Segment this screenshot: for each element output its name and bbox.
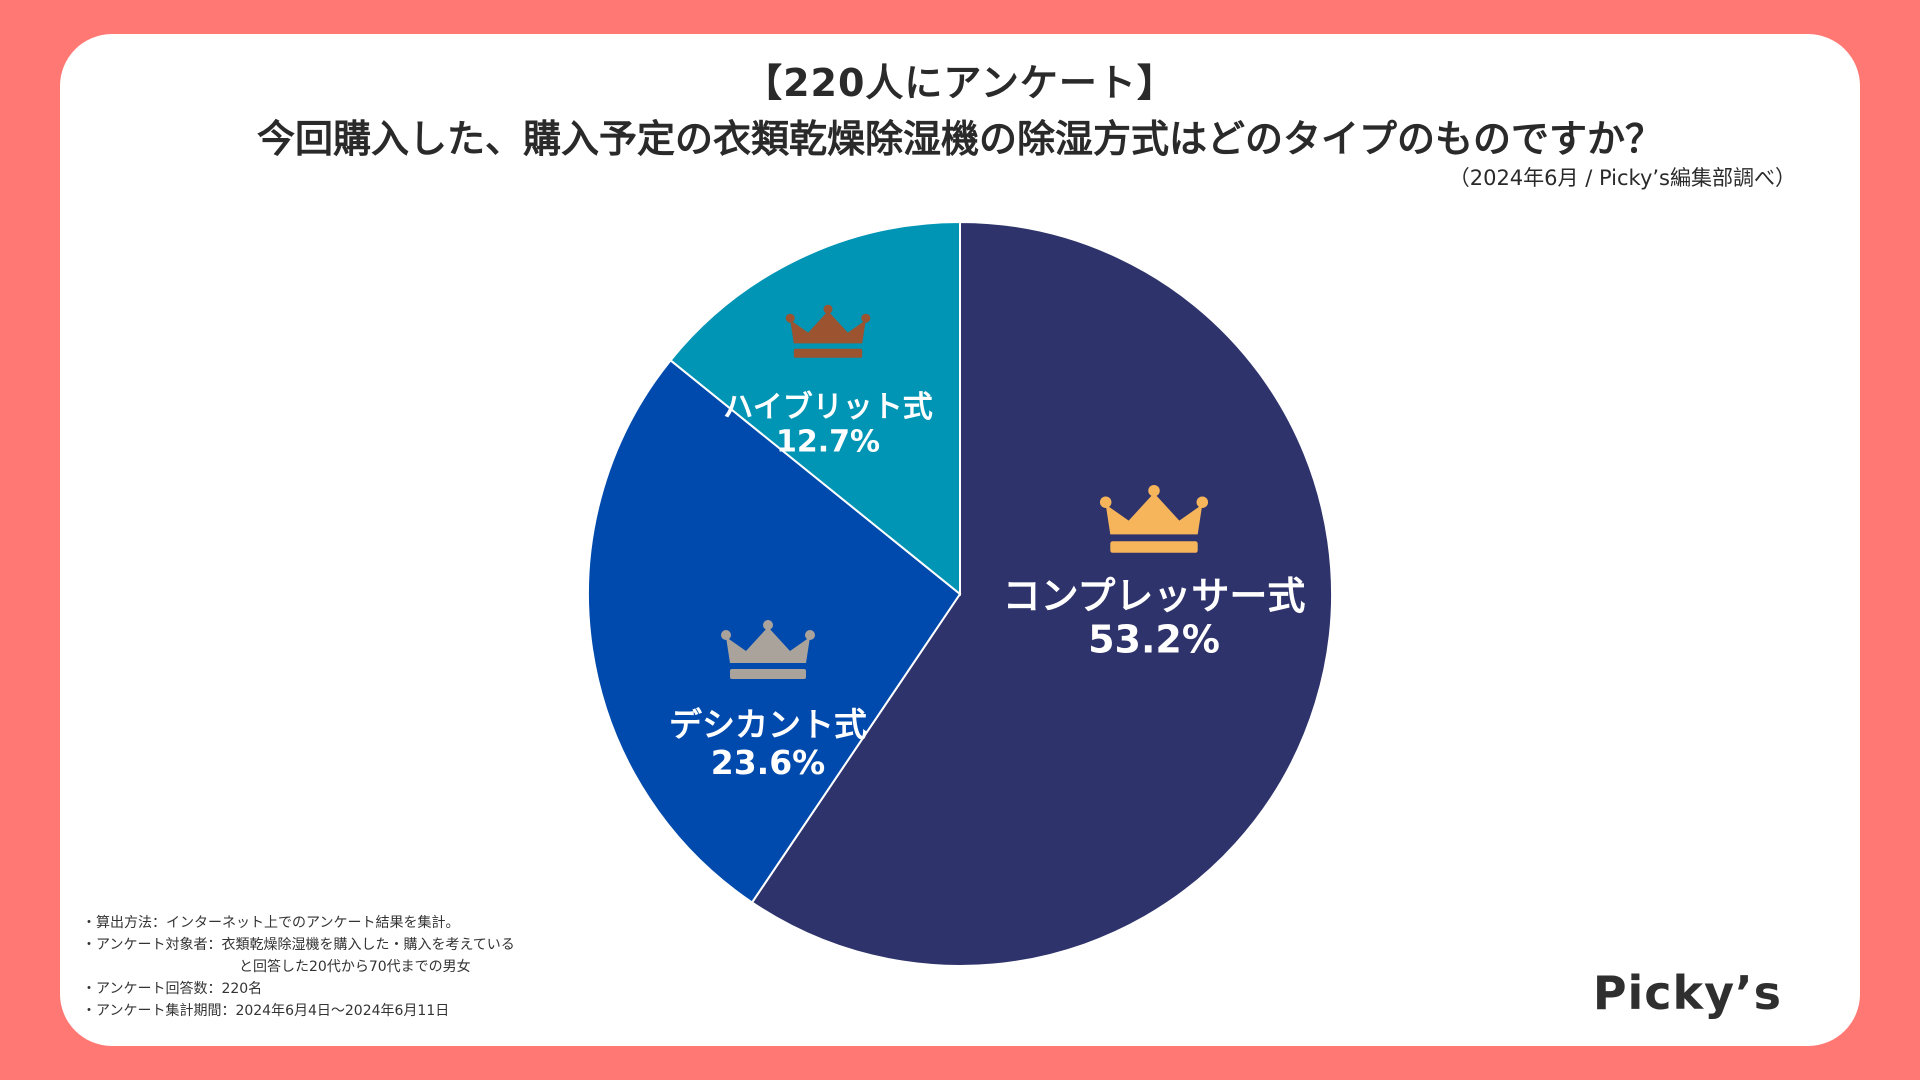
crown-icon [721, 620, 815, 679]
slice-percent: 53.2% [1088, 618, 1220, 662]
note-target-cont: と回答した20代から70代までの男女 [239, 959, 471, 975]
chart-title: 今回購入した、購入予定の衣類乾燥除湿機の除湿方式はどのタイプのものですか？ [256, 117, 1663, 161]
note-target: ・アンケート対象者：衣類乾燥除湿機を購入した・購入を考えている [82, 937, 515, 953]
survey-notes: ・算出方法：インターネット上でのアンケート結果を集計。 ・アンケート対象者：衣類… [82, 912, 515, 1022]
crown-icon [785, 304, 871, 358]
note-period: ・アンケート集計期間：2024年6月4日〜2024年6月11日 [82, 1003, 450, 1019]
slice-label: ハイブリット式 [723, 390, 932, 425]
slice-percent: 12.7% [776, 425, 880, 460]
chart-card: 【220人にアンケート】 今回購入した、購入予定の衣類乾燥除湿機の除湿方式はどの… [60, 34, 1860, 1046]
slice-label: デシカント式 [669, 705, 867, 744]
slice-label: コンプレッサー式 [1003, 574, 1306, 618]
survey-heading: 【220人にアンケート】 [744, 61, 1176, 105]
note-count: ・アンケート回答数：220名 [82, 981, 263, 997]
pie-slice-1 [750, 220, 1333, 967]
slice-percent: 23.6% [711, 743, 826, 782]
crown-icon [1099, 484, 1209, 553]
pie-slice-2 [587, 358, 962, 904]
pie-slice-3 [669, 220, 961, 597]
source-note: （2024年6月 / Picky’s編集部調べ） [1448, 166, 1796, 190]
note-method: ・算出方法：インターネット上でのアンケート結果を集計。 [82, 915, 460, 931]
picky-logo: Picky’s [1592, 966, 1782, 1020]
